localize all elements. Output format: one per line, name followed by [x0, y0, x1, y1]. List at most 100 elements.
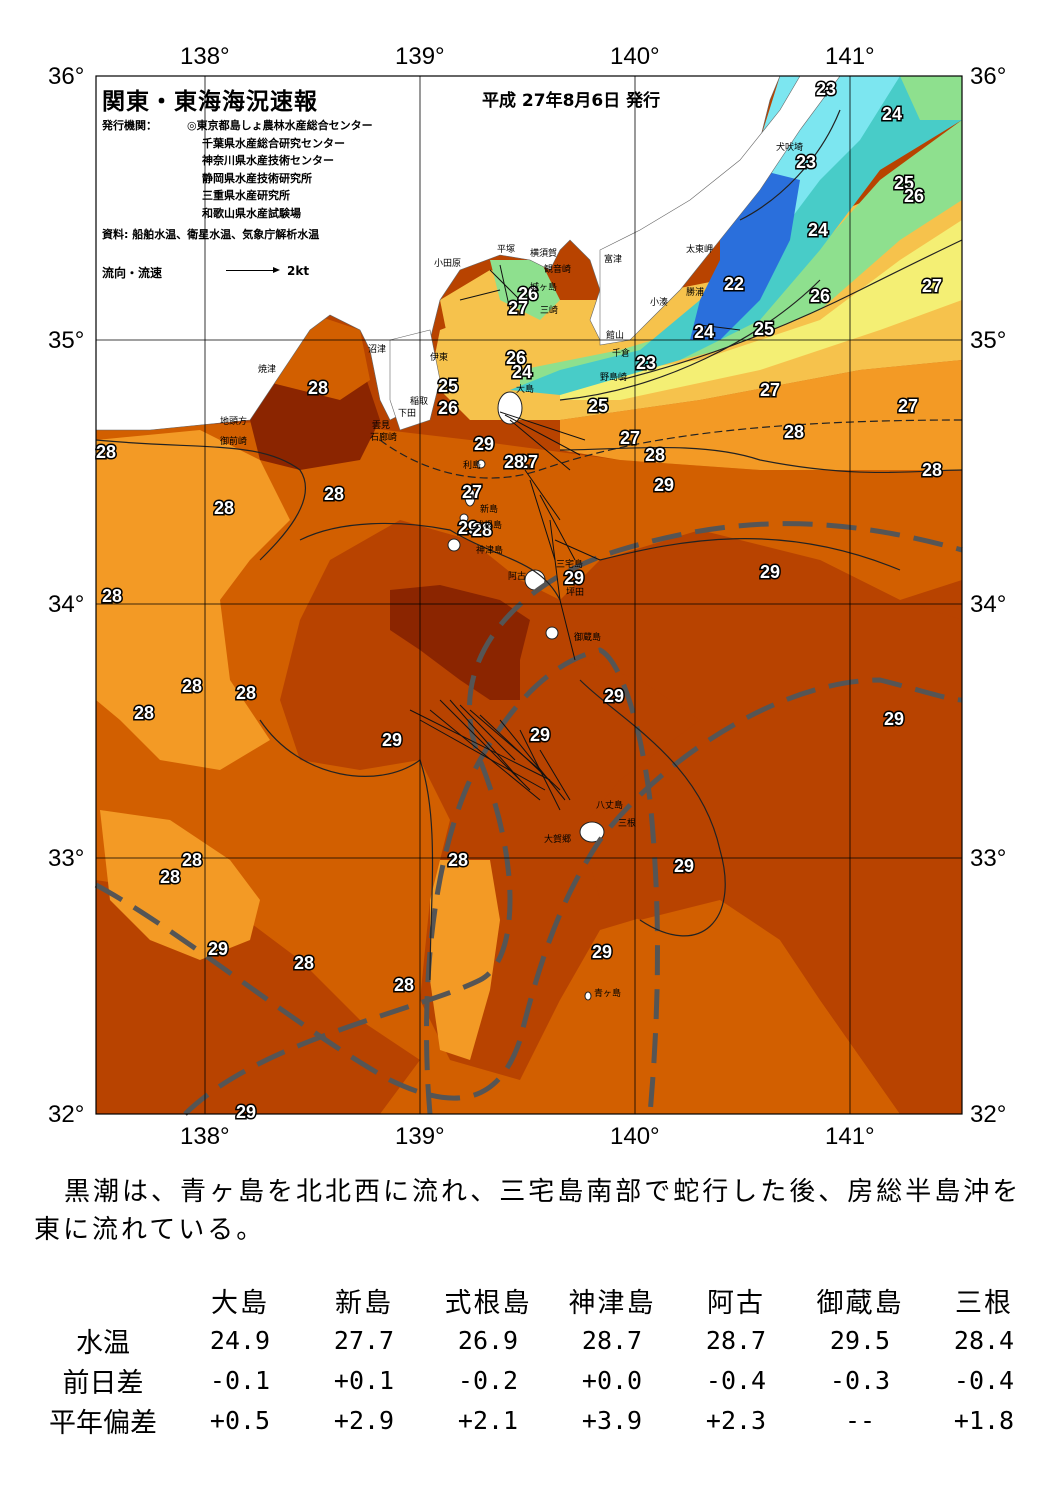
isotherm-label: 28: [294, 953, 314, 973]
isotherm-label: 25: [894, 173, 914, 193]
table-cell: -0.4: [953, 1365, 1015, 1395]
isotherm-label: 29: [564, 568, 584, 588]
table-header-row: 大島 新島 式根島 神津島 阿古 御蔵島 三根: [28, 1280, 1046, 1320]
isotherm-label: 26: [506, 348, 526, 368]
isotherm-label: 24: [512, 362, 532, 382]
summary-text: 黒潮は、青ヶ島を北北西に流れ、三宅島南部で蛇行した後、房総半島沖を東に流れている…: [34, 1173, 1034, 1249]
lon-label-bottom-138: 138°: [180, 1123, 230, 1150]
island-mikurajima: [545, 626, 559, 640]
lat-label-right-34: 34°: [970, 591, 1006, 618]
station-header: 神津島: [568, 1287, 656, 1319]
isotherm-label: 29: [208, 939, 228, 959]
isotherm-label: 28: [645, 445, 665, 465]
place-nojimazaki: 野島崎: [600, 371, 627, 383]
isotherm-label: 28: [784, 422, 804, 442]
table-cell: 28.4: [953, 1325, 1015, 1355]
table-cell: +1.8: [953, 1405, 1015, 1435]
lat-label-right-32: 32°: [970, 1101, 1006, 1128]
station-temperature-table: 大島 新島 式根島 神津島 阿古 御蔵島 三根 水温 24.9 27.7 26.…: [28, 1280, 1046, 1440]
place-hiratsuka: 平塚: [497, 244, 515, 255]
summary-body: 黒潮は、青ヶ島を北北西に流れ、三宅島南部で蛇行した後、房総半島沖を東に流れている…: [34, 1177, 1022, 1245]
island-aogashima: [584, 991, 592, 1001]
isotherm-label: 27: [462, 482, 482, 502]
isotherm-label: 28: [394, 975, 414, 995]
place-shikinejima: 式根島: [475, 519, 502, 531]
kuroshio-axis-3: [424, 647, 660, 1115]
publisher-label: 発行機関：: [102, 119, 157, 132]
band-24: [520, 120, 962, 390]
table-cell: +3.9: [581, 1405, 643, 1435]
current-vectors: [409, 264, 741, 811]
table-cell: 26.9: [457, 1325, 519, 1355]
lon-label-top-141: 141°: [825, 43, 875, 70]
isotherm-label: 28: [504, 452, 524, 472]
band-23: [510, 76, 962, 395]
isotherm-label: 29: [654, 475, 674, 495]
place-katsuura: 勝浦: [686, 286, 704, 298]
station-header: 阿古: [707, 1287, 765, 1319]
lon-label-top-139: 139°: [395, 43, 445, 70]
band-27-south: [430, 860, 500, 1060]
table-row: 水温 24.9 27.7 26.9 28.7 28.7 29.5 28.4: [28, 1320, 1046, 1360]
place-toshima: 利島: [463, 459, 481, 471]
isotherm-label: 27: [518, 452, 538, 472]
publisher-item: 静岡県水産技術研究所: [202, 171, 312, 185]
island-kozushima: [447, 538, 461, 552]
land-boso: [599, 75, 841, 346]
lon-label-top-138: 138°: [180, 43, 230, 70]
data-sources: 資料: 船舶水温、衛星水温、気象庁解析水温: [102, 228, 320, 241]
flow-scale-value: 2kt: [287, 264, 310, 278]
isotherm-label: 29: [760, 562, 780, 582]
island-niijima: [464, 487, 476, 507]
table-row: 前日差 -0.1 +0.1 -0.2 +0.0 -0.4 -0.3 -0.4: [28, 1360, 1046, 1400]
lat-label-right-33: 33°: [970, 845, 1006, 872]
isotherm-label: 29: [474, 434, 494, 454]
station-header: 新島: [335, 1287, 393, 1319]
place-chikura: 千倉: [612, 347, 630, 359]
isotherm-label: 25: [754, 319, 774, 339]
place-mitsune: 三根: [618, 817, 636, 829]
place-kumomi: 雲見: [372, 420, 390, 431]
isotherm-label: 29: [674, 856, 694, 876]
row-label: 水温: [76, 1327, 130, 1359]
table-cell: +2.9: [333, 1405, 395, 1435]
lon-label-bottom-140: 140°: [610, 1123, 660, 1150]
publisher-list: ◎東京都島しょ農林水産総合センター 千葉県水産総合研究センター 神奈川県水産技術…: [187, 117, 373, 222]
lat-label-left-36: 36°: [48, 63, 84, 90]
place-niijima: 新島: [480, 503, 498, 515]
table-cell: 28.7: [705, 1325, 767, 1355]
isotherm-label: 28: [236, 683, 256, 703]
place-kominato: 小湊: [650, 296, 668, 308]
lat-label-left-34: 34°: [48, 591, 84, 618]
isotherm-label: 26: [438, 398, 458, 418]
table-cell: +0.5: [209, 1405, 271, 1435]
kuroshio-axis-1: [183, 521, 963, 1116]
isotherm-label: 28: [134, 703, 154, 723]
place-omaezaki: 御前崎: [220, 435, 247, 447]
table-cell: +0.1: [333, 1365, 395, 1395]
isotherm-label: 27: [898, 396, 918, 416]
isotherm-label: 29: [592, 942, 612, 962]
place-jitogata: 地頭方: [220, 415, 247, 427]
place-names: 犬吠埼 太東岬 勝浦 小湊 富津 横須賀 観音崎 平塚 小田原 城ヶ島 三崎 館…: [220, 141, 803, 999]
isotherm-label: 24: [882, 104, 902, 124]
place-miyakejima: 三宅島: [556, 558, 583, 570]
station-header: 大島: [211, 1287, 269, 1319]
sea-temperature-map: 138° 139° 140° 141° 138° 139° 140° 141° …: [48, 43, 1006, 1150]
isotherm-label: 29: [884, 709, 904, 729]
isotherm-label: 27: [922, 276, 942, 296]
isotherm-label: 24: [694, 322, 714, 342]
table-cell: 29.5: [829, 1325, 891, 1355]
band-28-west: [96, 420, 962, 1114]
isotherm-label: 28: [448, 850, 468, 870]
table-cell: --: [844, 1405, 876, 1435]
map-title: 関東・東海海況速報: [102, 89, 318, 115]
place-ako: 阿古: [508, 570, 526, 582]
table-corner: [28, 1280, 178, 1320]
station-header: 三根: [955, 1287, 1013, 1319]
band-27-west: [96, 430, 290, 770]
band-27-southwest: [100, 810, 260, 960]
place-yokosuka: 横須賀: [530, 247, 557, 259]
lon-label-top-140: 140°: [610, 43, 660, 70]
isotherm-label: 23: [636, 353, 656, 373]
